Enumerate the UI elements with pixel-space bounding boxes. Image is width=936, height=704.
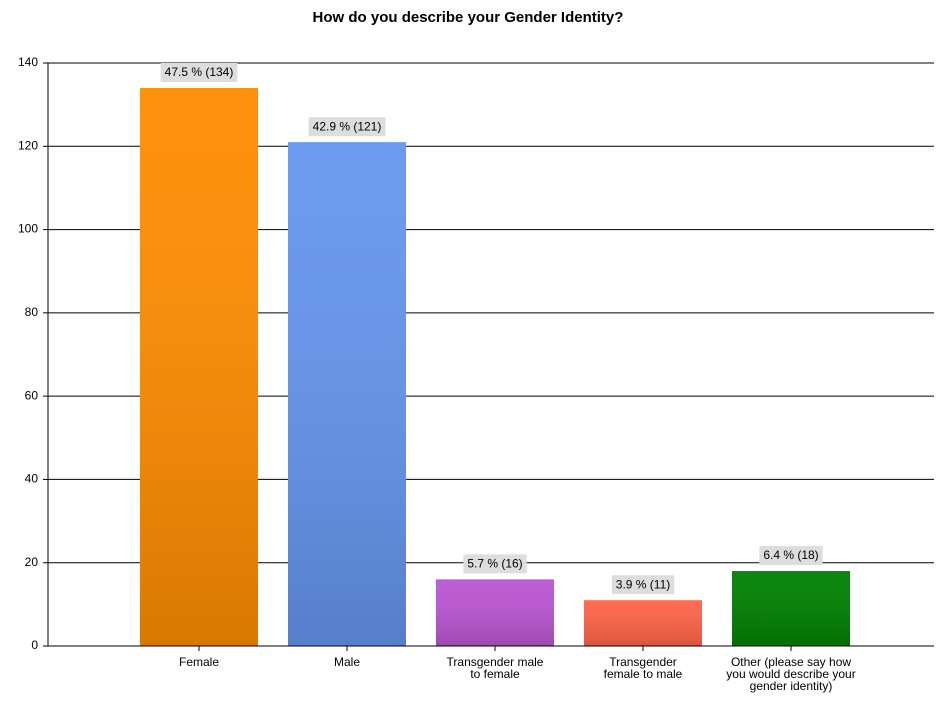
- value-label-bg: [160, 62, 238, 82]
- x-tick-label: Male: [333, 655, 360, 669]
- y-tick-label: 60: [25, 388, 39, 402]
- x-tick-label: Female: [178, 655, 219, 669]
- value-label: 47.5 % (134): [165, 65, 234, 79]
- bar-shade: [288, 142, 406, 646]
- y-tick-label: 140: [18, 55, 38, 69]
- chart-title: How do you describe your Gender Identity…: [313, 9, 624, 26]
- x-tick-label: Other (please say how you would describe…: [726, 655, 856, 693]
- bar-shade: [140, 87, 258, 646]
- value-label-bg: [611, 575, 675, 595]
- x-tick-label: Transgender male to female: [446, 655, 544, 681]
- value-label-bg: [463, 554, 527, 574]
- value-label-bg: [308, 117, 386, 137]
- y-tick-label: 80: [25, 305, 39, 319]
- y-tick-label: 100: [18, 222, 38, 236]
- value-label: 6.4 % (18): [763, 548, 818, 562]
- value-label: 3.9 % (11): [616, 577, 670, 591]
- value-label-bg: [759, 546, 823, 566]
- value-label: 42.9 % (121): [313, 119, 382, 133]
- bar-shade: [732, 571, 850, 646]
- value-label: 5.7 % (16): [467, 557, 522, 571]
- y-tick-label: 40: [25, 472, 39, 486]
- y-tick-label: 120: [18, 138, 38, 152]
- y-tick-label: 20: [25, 555, 39, 569]
- bar-shade: [584, 600, 702, 646]
- bar-shade: [436, 579, 554, 646]
- y-tick-label: 0: [31, 638, 38, 652]
- x-tick-label: Transgender female to male: [603, 655, 683, 681]
